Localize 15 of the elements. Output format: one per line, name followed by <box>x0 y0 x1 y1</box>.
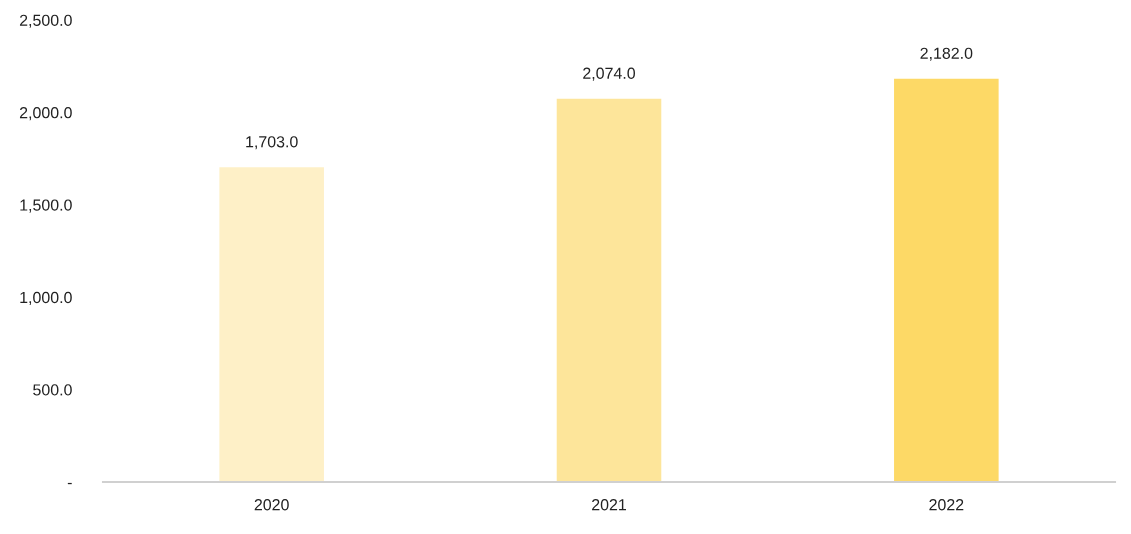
x-tick-label: 2022 <box>929 499 964 511</box>
data-label: 2,074.0 <box>583 67 636 81</box>
y-tick-label: 2,500.0 <box>19 14 72 28</box>
x-tick-label: 2021 <box>592 499 626 511</box>
y-tick-label: 1,000.0 <box>20 291 72 306</box>
data-label: 2,182.0 <box>920 47 973 61</box>
y-tick-label: 1,500.0 <box>20 199 72 213</box>
y-tick-label: 500.0 <box>33 384 72 396</box>
y-tick-label: - <box>67 482 72 485</box>
bar <box>556 98 662 482</box>
bar <box>219 167 324 482</box>
data-label: 1,703.0 <box>246 136 298 150</box>
y-tick-label: 2,000.0 <box>19 107 72 121</box>
bar <box>894 78 999 482</box>
x-tick-label: 2020 <box>254 499 289 511</box>
